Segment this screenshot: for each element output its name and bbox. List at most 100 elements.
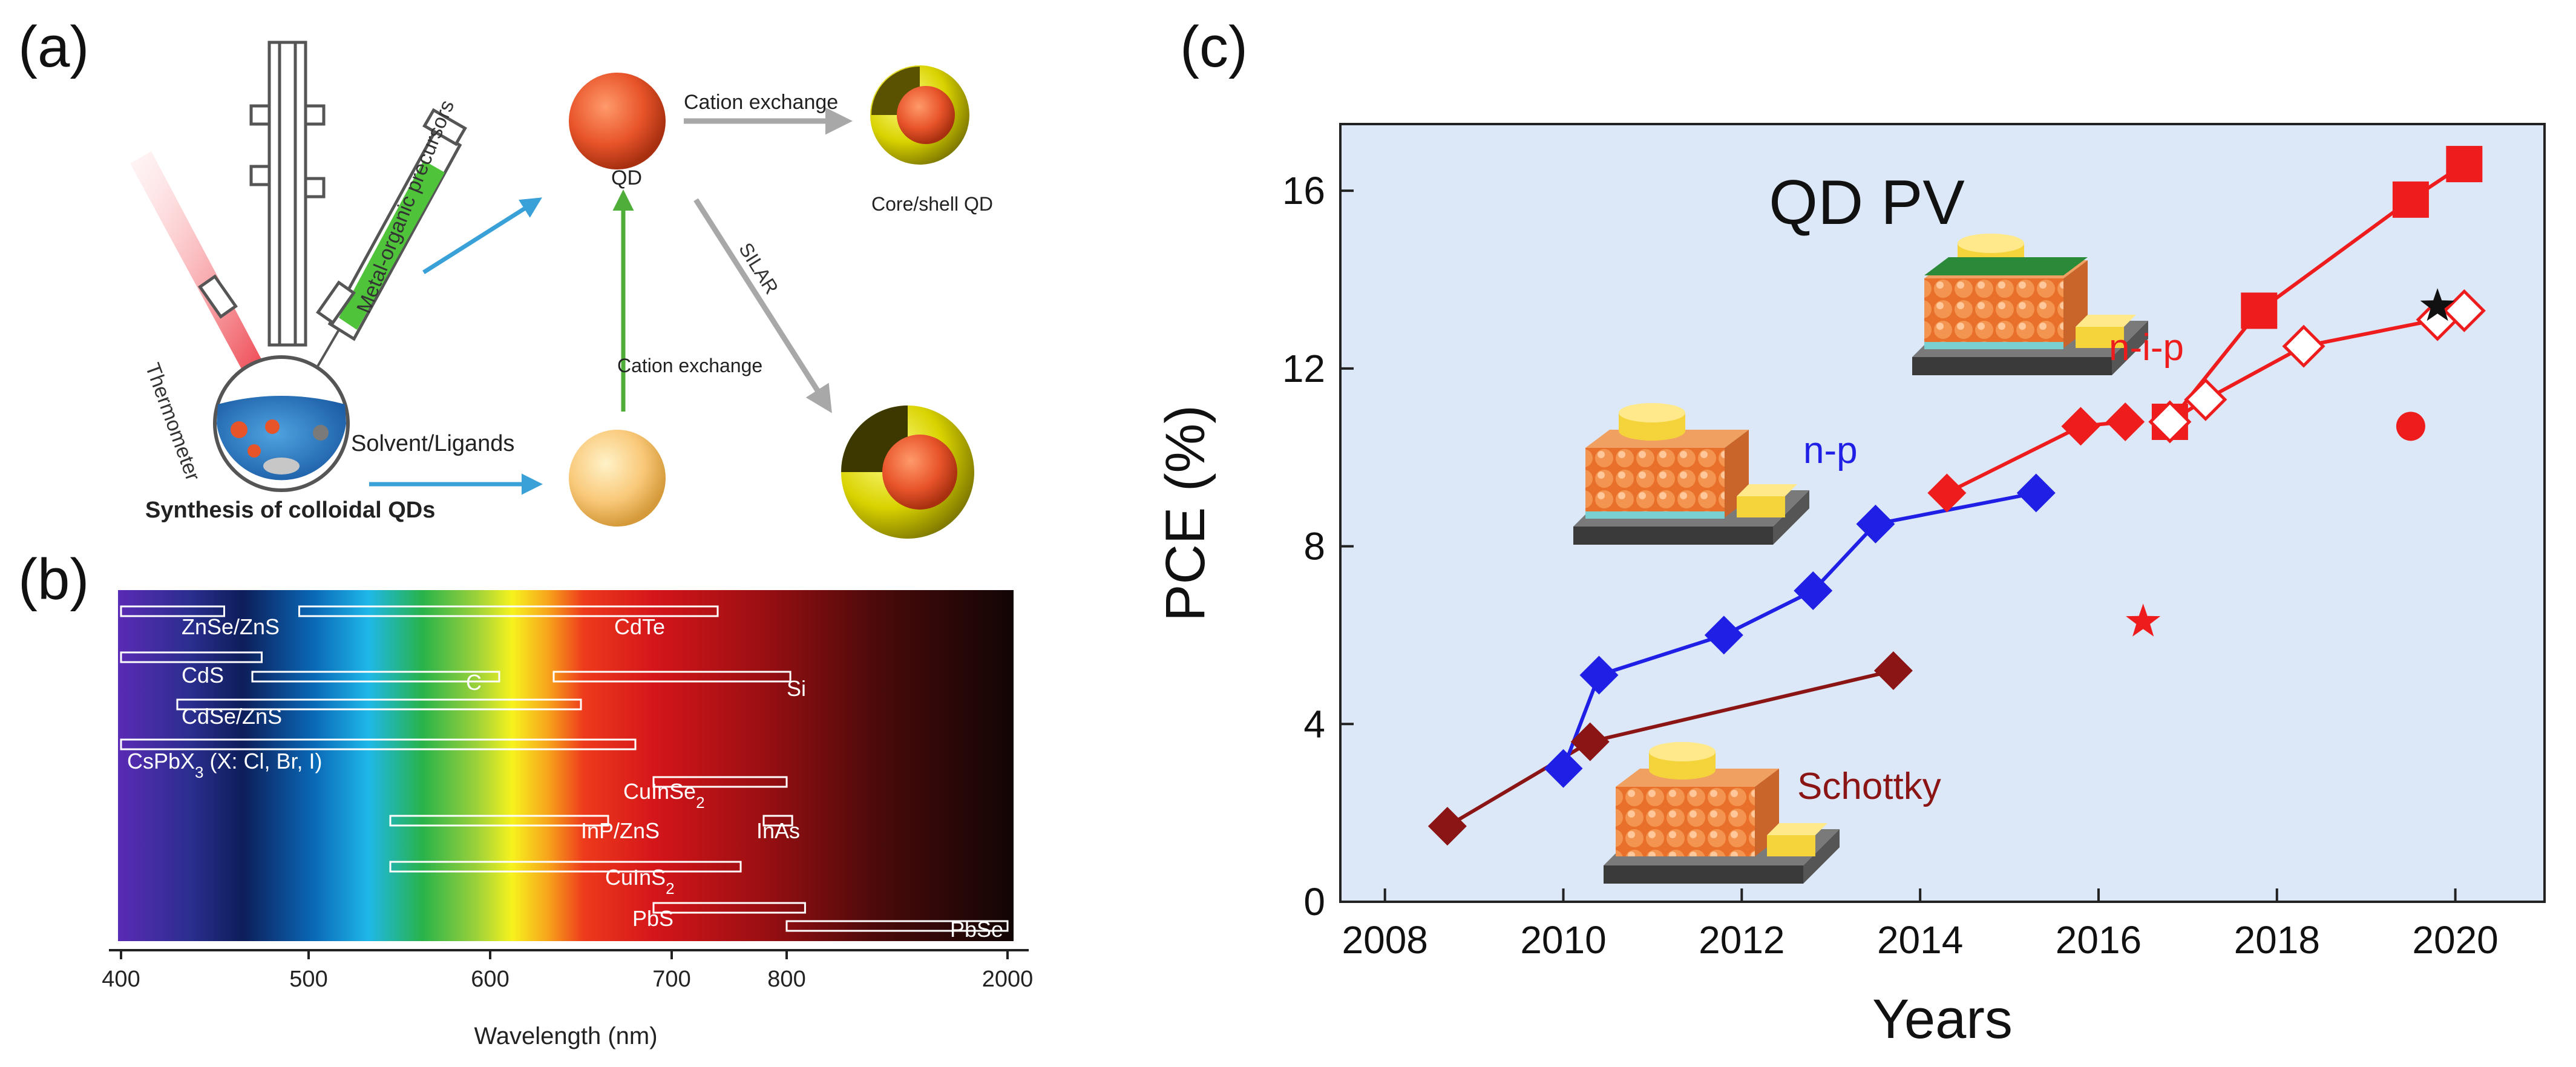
marker-n-i-p-squares (2446, 146, 2483, 183)
marker-n-i-p-open (2442, 289, 2486, 332)
marker-n-i-p-squares (2241, 292, 2278, 329)
panel-c: QD PV n-i-p n-p Schottky 2008 2010 2012 201… (1155, 123, 2546, 1050)
annotation-nip: n-i-p (2109, 327, 2184, 369)
marker-red-circle (2396, 412, 2425, 441)
range-bar-cds (120, 651, 263, 663)
annotation-np: n-p (1803, 430, 1858, 471)
range-bar-c (251, 671, 500, 683)
marker-n-i-p-open (2184, 378, 2227, 421)
wavelength-tick-label: 2000 (982, 967, 1034, 992)
range-bar-cdse-zns (176, 698, 582, 711)
range-bar-cuins2 (389, 861, 742, 873)
wavelength-tick-label: 400 (102, 967, 140, 992)
range-label-inas: InAs (756, 818, 800, 843)
arrow-silar (693, 198, 832, 413)
marker-n-i-p (2106, 402, 2145, 441)
y-tick-label: 12 (1282, 347, 1325, 390)
pale-qd-sphere (569, 430, 666, 527)
condenser-icon (249, 41, 326, 347)
y-tick-label: 4 (1303, 702, 1325, 746)
range-label-cdse-zns: CdSe/ZnS (182, 704, 282, 729)
marker-n-i-p-open (2282, 324, 2325, 368)
synthesis-caption: Synthesis of colloidal QDs (145, 497, 435, 523)
range-label-inp-zns: InP/ZnS (581, 818, 660, 843)
core-shell-label: Core/shell QD (871, 193, 993, 215)
solvent-label: Solvent/Ligands (351, 431, 514, 456)
wavelength-tick-label: 500 (289, 967, 327, 992)
series-line-n-p (1561, 491, 2037, 769)
marker-n-p (1704, 616, 1743, 655)
y-tick-label: 0 (1303, 880, 1325, 924)
range-label-si: Si (787, 676, 806, 701)
marker-schottky (1427, 807, 1467, 846)
range-bar-cspbx3 (120, 738, 637, 750)
x-tick-label: 2020 (2412, 918, 2498, 962)
range-bar-pbs (652, 902, 806, 914)
x-axis-label: Years (1872, 988, 2013, 1050)
range-label-cds: CdS (182, 663, 224, 688)
range-bar-si (552, 671, 791, 683)
marker-n-i-p-open (2148, 400, 2192, 444)
x-tick-label: 2008 (1342, 918, 1428, 962)
range-bar-cdte (298, 605, 719, 617)
range-bar-inp-zns (389, 815, 609, 827)
device-nip-icon (1912, 234, 2148, 375)
panel-label-c: (c) (1180, 15, 1248, 79)
x-tick-label: 2014 (1877, 918, 1963, 962)
plot-area (1339, 123, 2546, 903)
annotation-schottky: Schottky (1797, 766, 1941, 807)
marker-n-i-p (1927, 473, 1967, 513)
y-tick-label: 16 (1282, 169, 1325, 212)
precursors-label: Metal-organic precursors (352, 97, 459, 317)
flask-icon (198, 274, 356, 492)
y-axis-label: PCE (%) (1155, 405, 1216, 622)
cation-exchange-mid-label: Cation exchange (617, 355, 762, 376)
wavelength-tick-label: 700 (652, 967, 690, 992)
qd-sphere (569, 73, 666, 169)
x-tick-label: 2010 (1520, 918, 1606, 962)
range-bar-inas (762, 815, 793, 827)
device-np-icon (1573, 403, 1809, 545)
range-bar-znse-zns (120, 605, 225, 617)
thermometer-label: Thermometer (140, 360, 205, 484)
marker-schottky (1873, 651, 1913, 691)
wavelength-axis-label: Wavelength (nm) (474, 1023, 657, 1049)
marker-schottky (1570, 722, 1610, 761)
panel-a: Thermometer Metal-organic precursors Sol… (130, 41, 993, 539)
range-label-c: C (466, 670, 482, 695)
range-label-pbse: PbSe (950, 917, 1003, 942)
thick-shell-qd-icon (841, 405, 974, 539)
marker-n-p (2016, 473, 2056, 513)
wavelength-tick-label: 800 (767, 967, 805, 992)
core-shell-qd-icon (870, 65, 969, 165)
spectrum-background (118, 590, 1014, 941)
range-bar-cuinse2 (652, 776, 788, 788)
x-tick-label: 2016 (2056, 918, 2142, 962)
marker-n-p (1544, 749, 1583, 788)
panel-label-a: (a) (18, 15, 89, 79)
syringe-icon (295, 108, 467, 404)
x-tick-label: 2012 (1699, 918, 1785, 962)
cation-exchange-top-label: Cation exchange (684, 91, 838, 114)
range-label-pbs: PbS (632, 906, 673, 931)
range-bar-pbse (785, 920, 1009, 932)
marker-n-i-p-squares (2392, 181, 2429, 218)
marker-black-star (2420, 288, 2455, 321)
marker-n-p (1794, 571, 1833, 610)
marker-n-p (1856, 504, 1895, 543)
range-label-znse-zns: ZnSe/ZnS (182, 614, 280, 639)
y-tick-label: 8 (1303, 525, 1325, 568)
marker-red-star (2126, 603, 2161, 637)
chart-title: QD PV (1769, 168, 1965, 238)
panel-label-b: (b) (18, 547, 89, 612)
qd-label: QD (611, 166, 642, 189)
marker-n-p (1579, 655, 1619, 695)
range-label-cdte: CdTe (614, 614, 665, 639)
marker-n-i-p (2061, 407, 2100, 446)
wavelength-tick-label: 600 (471, 967, 509, 992)
arrow-to-qd (422, 197, 542, 274)
x-tick-label: 2018 (2234, 918, 2320, 962)
series-line-n-i-p-squares (2168, 162, 2465, 423)
